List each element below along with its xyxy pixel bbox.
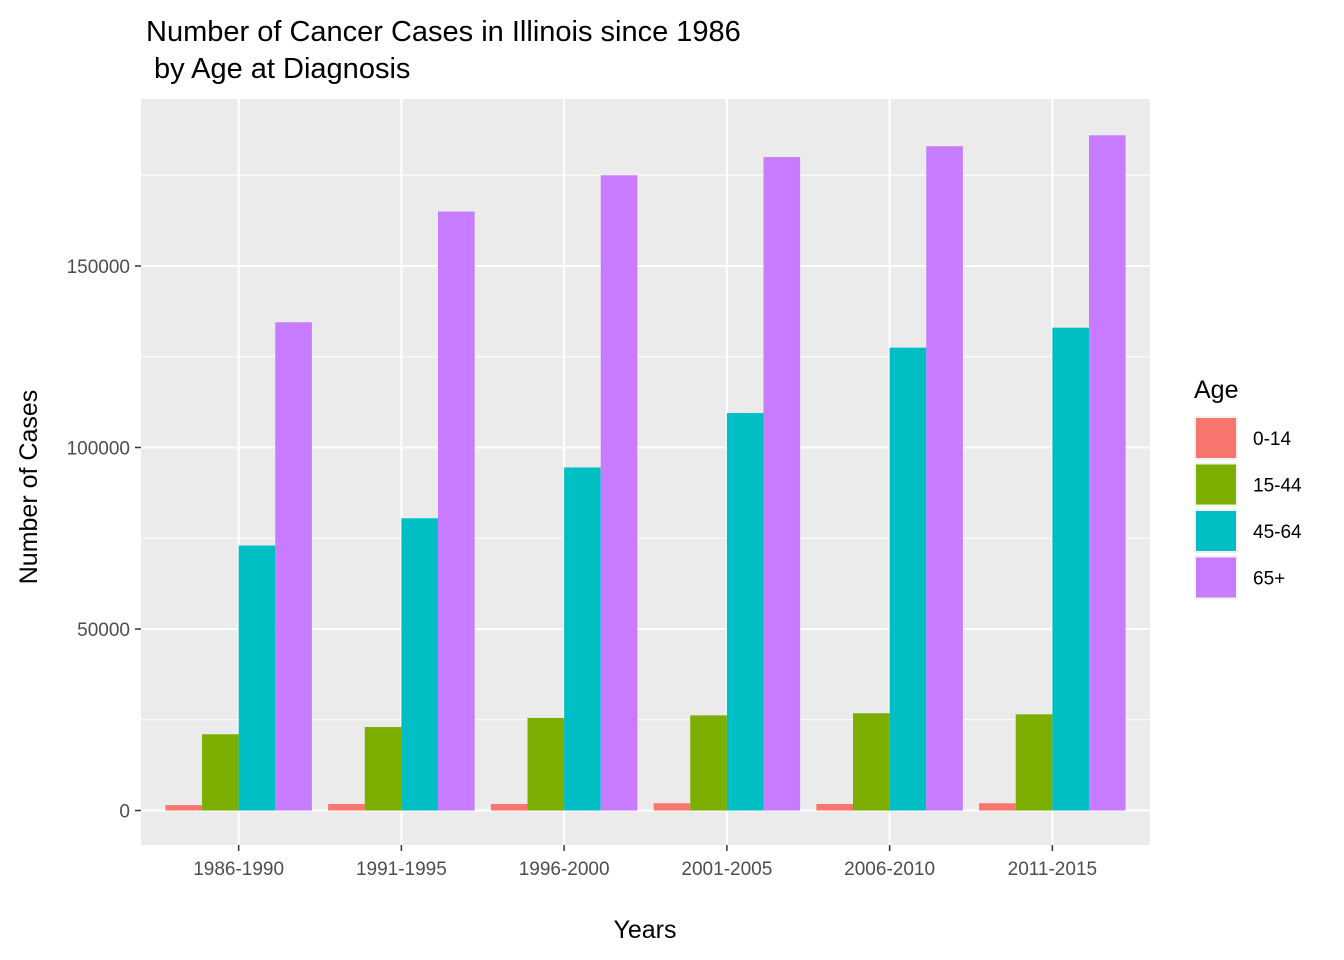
bar-45-64-2006-2010 (889, 347, 927, 811)
bar-45-64-2001-2005 (726, 413, 764, 811)
bar-65+-1996-2000 (600, 175, 638, 811)
legend-items: 0-14 15-44 45-64 65+ (1194, 416, 1302, 600)
bar-45-64-2011-2015 (1052, 327, 1089, 811)
bar-0-14-2001-2005 (653, 803, 691, 811)
bar-0-14-2006-2010 (816, 803, 853, 811)
legend-swatch-45-64 (1196, 511, 1236, 551)
bars (165, 135, 1126, 811)
y-axis-title: Number of Cases (15, 390, 43, 585)
bar-45-64-1991-1995 (401, 518, 439, 811)
bar-15-44-1996-2000 (527, 717, 565, 811)
chart-title-line2: by Age at Diagnosis (146, 53, 410, 85)
chart-title-line1: Number of Cancer Cases in Illinois since… (146, 16, 741, 48)
legend-swatch-0-14 (1196, 418, 1236, 458)
bar-0-14-1991-1995 (328, 803, 365, 811)
y-axis-ticks: 0 50000 100000 150000 (67, 257, 141, 823)
bar-65+-1986-1990 (275, 322, 312, 811)
x-tick-label: 1986-1990 (193, 859, 284, 880)
bar-65+-1991-1995 (438, 211, 475, 811)
bar-15-44-2001-2005 (690, 715, 727, 811)
x-tick-label: 1991-1995 (356, 859, 447, 880)
legend-title: Age (1194, 376, 1238, 404)
bar-65+-2001-2005 (763, 157, 801, 811)
y-tick-label: 100000 (67, 438, 130, 459)
legend-label-0-14: 0-14 (1253, 429, 1291, 450)
bar-0-14-1996-2000 (490, 803, 528, 811)
bar-15-44-2011-2015 (1015, 714, 1053, 811)
legend-label-65+: 65+ (1253, 569, 1285, 590)
bar-0-14-1986-1990 (165, 805, 203, 811)
legend-swatch-65+ (1196, 557, 1236, 598)
x-axis-title: Years (613, 916, 676, 944)
bar-65+-2011-2015 (1088, 135, 1126, 811)
y-tick-label: 0 (119, 802, 130, 823)
bar-45-64-1996-2000 (564, 467, 601, 811)
x-axis-ticks: 1986-1990 1991-1995 1996-2000 2001-2005 2006… (193, 845, 1097, 880)
bar-15-44-1986-1990 (202, 734, 239, 811)
bar-15-44-1991-1995 (364, 727, 402, 811)
bar-15-44-2006-2010 (852, 713, 890, 811)
bar-65+-2006-2010 (926, 146, 963, 811)
legend-label-15-44: 15-44 (1253, 476, 1302, 497)
legend-swatch-15-44 (1196, 464, 1236, 505)
bar-0-14-2011-2015 (979, 803, 1016, 811)
legend: Age 0-14 15-44 45-64 65+ (1194, 376, 1302, 600)
x-tick-label: 1996-2000 (519, 859, 610, 880)
x-tick-label: 2011-2015 (1008, 859, 1097, 880)
bar-45-64-1986-1990 (238, 545, 276, 811)
y-tick-label: 150000 (67, 257, 130, 278)
x-tick-label: 2006-2010 (844, 859, 935, 880)
x-tick-label: 2001-2005 (681, 859, 772, 880)
legend-label-45-64: 45-64 (1253, 522, 1302, 543)
y-tick-label: 50000 (77, 620, 130, 641)
